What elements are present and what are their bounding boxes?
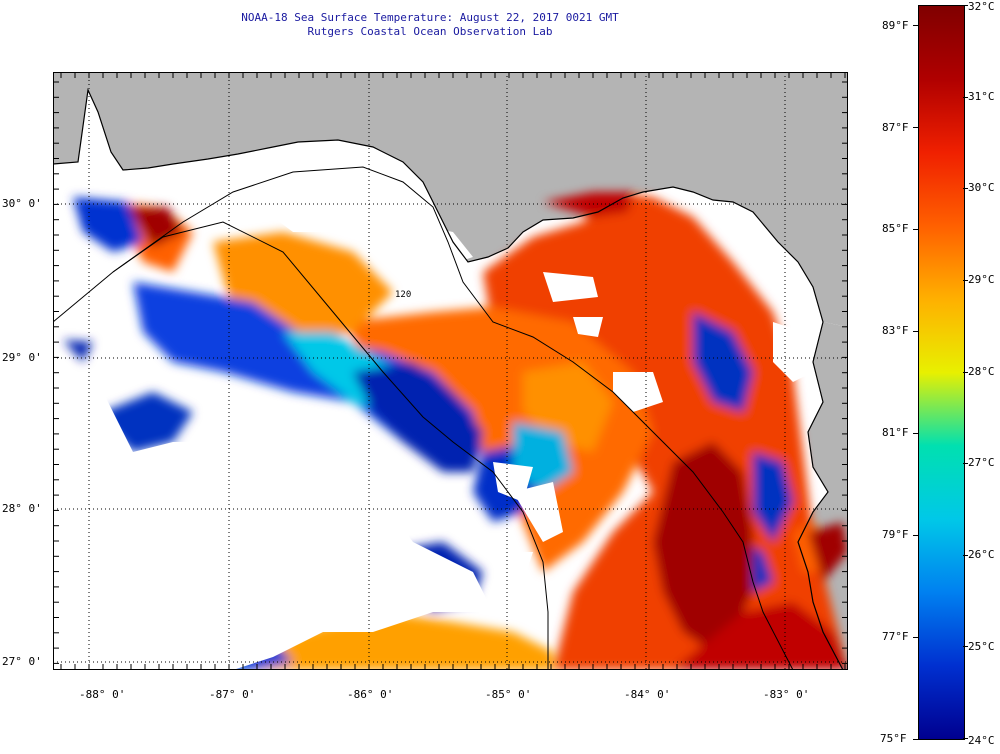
land-north bbox=[53, 72, 848, 327]
lon-label-86: -86° 0' bbox=[347, 688, 394, 701]
lon-label-87: -87° 0' bbox=[209, 688, 256, 701]
colorbar-f-label: 75°F bbox=[880, 732, 907, 745]
cloud-mask bbox=[53, 172, 813, 670]
lat-label-29: 29° 0' bbox=[2, 351, 42, 364]
colorbar-c-label: 32°C bbox=[968, 0, 995, 13]
colorbar-c-label: 24°C bbox=[968, 734, 995, 747]
colorbar-c-label: 25°C bbox=[968, 640, 995, 653]
lat-label-30: 30° 0' bbox=[2, 197, 42, 210]
colorbar-c-label: 29°C bbox=[968, 273, 995, 286]
isobath-label: 120 bbox=[395, 290, 411, 300]
map-title: NOAA-18 Sea Surface Temperature: August … bbox=[241, 11, 619, 24]
lon-label-85: -85° 0' bbox=[485, 688, 532, 701]
sst-map: 120 bbox=[53, 72, 848, 670]
colorbar-c-tick bbox=[963, 188, 968, 190]
map-ticks bbox=[53, 72, 848, 670]
lat-label-27: 27° 0' bbox=[2, 655, 42, 668]
lon-label-83: -83° 0' bbox=[763, 688, 810, 701]
lon-label-88: -88° 0' bbox=[79, 688, 126, 701]
colorbar-f-tick bbox=[913, 637, 918, 638]
colorbar-f-label: 89°F bbox=[882, 19, 909, 32]
coastline bbox=[53, 87, 844, 670]
colorbar-c-label: 31°C bbox=[968, 90, 995, 103]
colorbar-f-tick bbox=[913, 433, 918, 434]
colorbar-f-tick bbox=[913, 25, 918, 26]
colorbar bbox=[918, 5, 965, 740]
colorbar-f-label: 85°F bbox=[882, 222, 909, 235]
colorbar-f-label: 87°F bbox=[882, 121, 909, 134]
graticule bbox=[53, 72, 848, 670]
colorbar-c-tick bbox=[963, 96, 968, 98]
isobath-contour-deep bbox=[112, 221, 549, 670]
colorbar-f-tick bbox=[913, 739, 918, 740]
colorbar-f-tick bbox=[913, 127, 918, 128]
colorbar-c-tick bbox=[963, 554, 968, 556]
colorbar-f-tick bbox=[913, 535, 918, 536]
colorbar-c-label: 28°C bbox=[968, 365, 995, 378]
colorbar-c-label: 27°C bbox=[968, 456, 995, 469]
sst-field bbox=[63, 192, 848, 670]
colorbar-c-label: 30°C bbox=[968, 181, 995, 194]
map-frame bbox=[53, 72, 848, 670]
map-subtitle: Rutgers Coastal Ocean Observation Lab bbox=[307, 25, 553, 38]
colorbar-f-label: 77°F bbox=[882, 630, 909, 643]
colorbar-c-tick bbox=[963, 463, 968, 465]
lon-label-84: -84° 0' bbox=[624, 688, 671, 701]
colorbar-f-tick bbox=[913, 229, 918, 230]
colorbar-c-label: 26°C bbox=[968, 548, 995, 561]
colorbar-f-label: 81°F bbox=[882, 426, 909, 439]
colorbar-f-tick bbox=[913, 331, 918, 332]
colorbar-f-label: 83°F bbox=[882, 324, 909, 337]
colorbar-f-label: 79°F bbox=[882, 528, 909, 541]
colorbar-c-tick bbox=[963, 738, 968, 739]
colorbar-c-tick bbox=[963, 371, 968, 373]
colorbar-c-tick bbox=[963, 646, 968, 648]
colorbar-c-tick bbox=[963, 5, 968, 6]
isobath-contour-shallow bbox=[53, 166, 794, 670]
lat-label-28: 28° 0' bbox=[2, 502, 42, 515]
colorbar-c-tick bbox=[963, 279, 968, 281]
